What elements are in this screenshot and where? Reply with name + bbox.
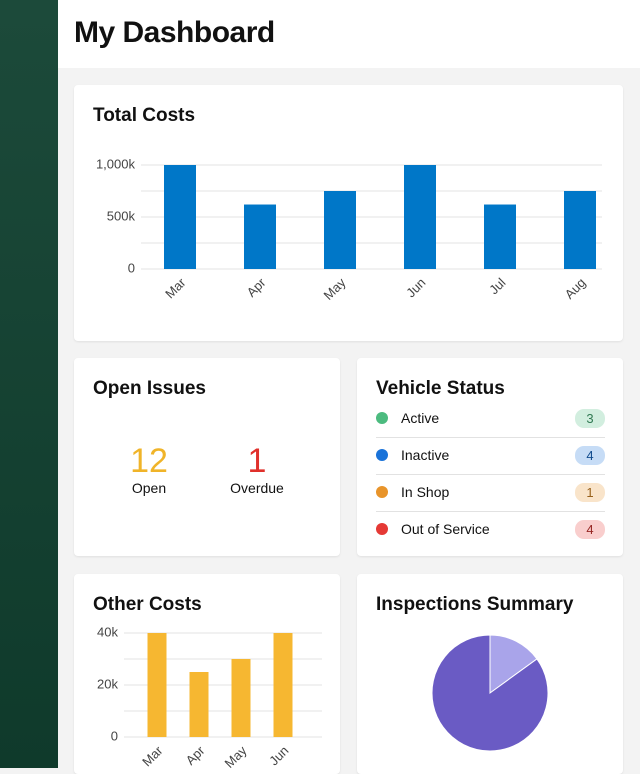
- bar: [484, 204, 516, 269]
- chart: 0 500k 1,000k Mar Apr May Jun Jul Aug: [96, 156, 602, 303]
- separator: [376, 474, 605, 475]
- status-dot: [376, 449, 388, 461]
- y-tick-label: 0: [128, 260, 135, 275]
- bar: [273, 633, 293, 737]
- bar: [231, 659, 251, 737]
- separator: [376, 511, 605, 512]
- status-dot: [376, 412, 388, 424]
- x-tick-label: Aug: [562, 275, 589, 302]
- status-label: Out of Service: [401, 521, 490, 537]
- status-count: 1: [575, 483, 605, 502]
- status-dot: [376, 486, 388, 498]
- y-tick-label: 0: [111, 728, 118, 743]
- pie-slice: [489, 634, 538, 694]
- inspections-card: Inspections Summary: [357, 574, 623, 774]
- bar: [324, 191, 356, 269]
- status-row: Active 3: [357, 400, 623, 437]
- total-costs-card: Total Costs 0 500k 1,000k Mar Apr May Jun Jul Au…: [74, 85, 623, 341]
- y-tick-label: 20k: [97, 676, 118, 691]
- status-dot: [376, 523, 388, 535]
- header: My Dashboard: [58, 0, 640, 68]
- status-count: 4: [575, 520, 605, 539]
- x-tick-label: Jun: [266, 743, 291, 768]
- chart: [431, 634, 549, 752]
- bar: [244, 204, 276, 269]
- bar: [189, 672, 209, 737]
- y-tick-label: 500k: [107, 208, 136, 223]
- y-tick-label: 1,000k: [96, 156, 136, 171]
- x-tick-label: Apr: [183, 742, 208, 767]
- status-label: Active: [401, 410, 440, 426]
- x-tick-label: May: [321, 275, 349, 303]
- card-title: Open Issues: [93, 378, 206, 399]
- status-row: Out of Service 4: [357, 511, 623, 548]
- status-label: In Shop: [401, 484, 450, 500]
- status-row: Inactive 4: [357, 437, 623, 474]
- issue-label: Open: [131, 480, 167, 496]
- bar: [564, 191, 596, 269]
- status-row: In Shop 1: [357, 474, 623, 511]
- chart: 0 20k 40k Mar Apr May Jun: [97, 624, 322, 771]
- y-tick-label: 40k: [97, 624, 118, 639]
- issue-label: Overdue: [230, 480, 284, 496]
- card-title: Vehicle Status: [376, 378, 505, 399]
- x-tick-label: Mar: [162, 274, 189, 301]
- card-title: Total Costs: [93, 105, 196, 126]
- status-count: 3: [575, 409, 605, 428]
- x-tick-label: Jun: [403, 275, 428, 300]
- sidebar: [0, 0, 58, 768]
- issue-count: 1: [247, 442, 267, 480]
- separator: [376, 437, 605, 438]
- page-title: My Dashboard: [74, 16, 275, 49]
- card-title: Other Costs: [93, 594, 202, 615]
- x-tick-label: Mar: [139, 742, 166, 769]
- pie-slice: [431, 634, 549, 752]
- vehicle-status-card: Vehicle Status Active 3 Inactive 4 In Shop 1 O…: [357, 358, 623, 556]
- card-title: Inspections Summary: [376, 594, 574, 615]
- bar: [164, 165, 196, 269]
- issue-count: 12: [130, 442, 168, 480]
- bar: [147, 633, 167, 737]
- x-tick-label: Apr: [244, 274, 269, 299]
- other-costs-card: Other Costs 0 20k 40k Mar Apr May Jun: [74, 574, 340, 774]
- status-count: 4: [575, 446, 605, 465]
- bar: [404, 165, 436, 269]
- x-tick-label: May: [222, 743, 250, 771]
- x-tick-label: Jul: [486, 275, 508, 297]
- open-issues-card: Open Issues 12 Open 1 Overdue: [74, 358, 340, 556]
- status-label: Inactive: [401, 447, 450, 463]
